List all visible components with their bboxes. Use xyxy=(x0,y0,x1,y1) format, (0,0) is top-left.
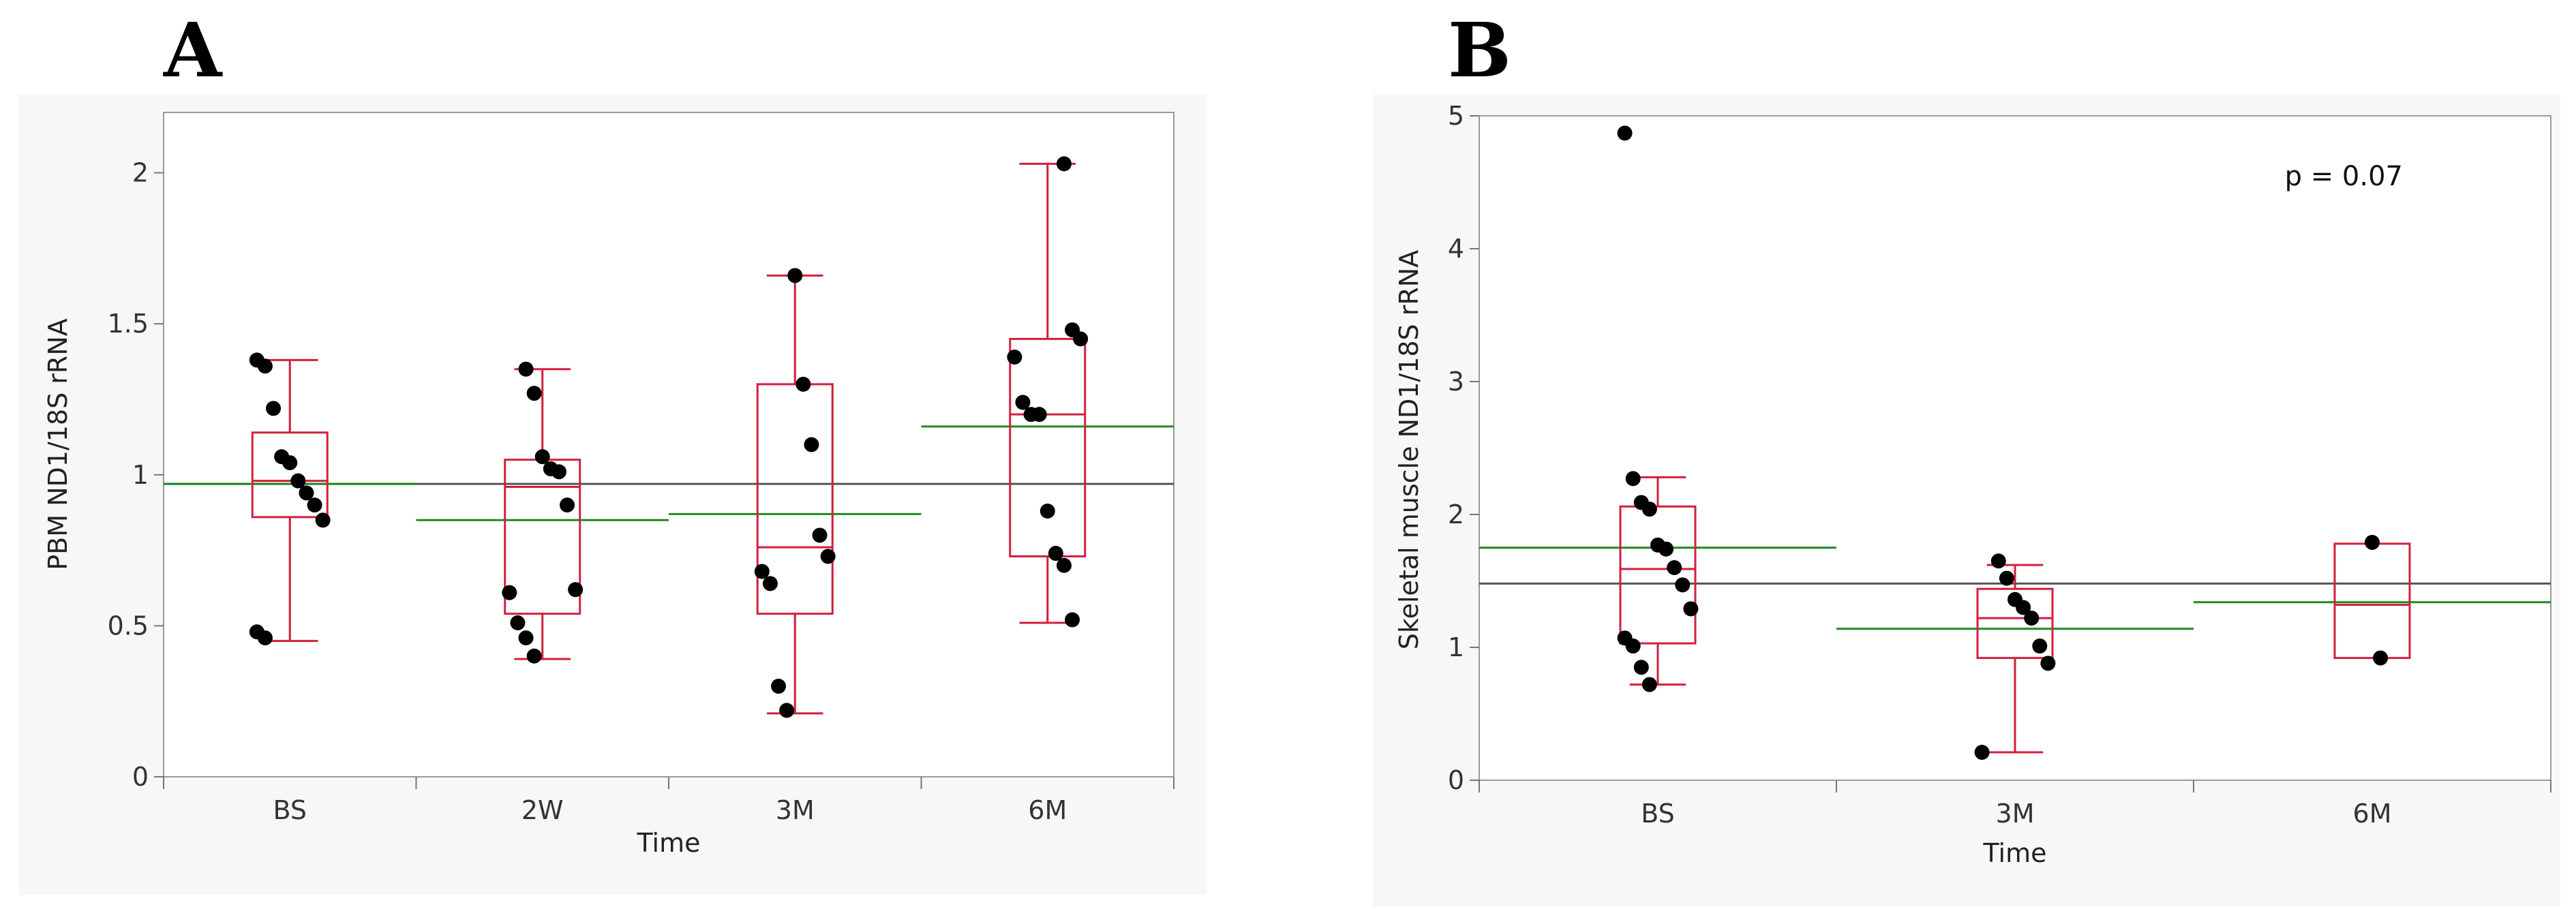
y-tick-label: 0.5 xyxy=(108,611,149,641)
panel-a-y-axis-title: PBM ND1/18S rRNA xyxy=(43,318,73,570)
panel-b-y-axis-title: Skeletal muscle ND1/18S rRNA xyxy=(1394,250,1424,649)
panel-b-label: B xyxy=(1448,6,1511,94)
data-point xyxy=(2016,600,2031,615)
p-value-annotation: p = 0.07 xyxy=(2285,161,2403,192)
y-tick-label: 5 xyxy=(1448,101,1464,131)
box xyxy=(1976,587,2054,660)
data-point xyxy=(1056,156,1072,172)
data-point xyxy=(1974,745,1990,760)
panel-b-axes: 0 1 2 3 4 5 BS 3M 6M xyxy=(1448,101,2551,829)
x-tick-label: 2W xyxy=(521,795,564,825)
data-point xyxy=(1617,125,1633,141)
data-point xyxy=(290,473,306,489)
data-point xyxy=(1667,560,1682,575)
y-tick-label: 4 xyxy=(1448,234,1464,264)
data-point xyxy=(1641,677,1657,692)
data-point xyxy=(510,615,526,630)
data-point xyxy=(771,679,787,694)
y-tick-label: 1 xyxy=(1448,632,1464,662)
data-point xyxy=(820,549,836,564)
box xyxy=(1009,337,1087,557)
box xyxy=(756,383,834,615)
data-point xyxy=(502,585,517,600)
data-point xyxy=(762,576,778,591)
data-point xyxy=(526,386,542,401)
data-point xyxy=(804,437,819,452)
x-tick-label: 3M xyxy=(1996,799,2035,829)
data-point xyxy=(560,497,575,513)
data-point xyxy=(526,648,542,664)
y-tick-label: 2 xyxy=(1448,499,1464,529)
data-point xyxy=(518,630,534,646)
data-point xyxy=(2373,650,2389,666)
data-point xyxy=(787,268,803,283)
data-point xyxy=(1073,331,1089,347)
panel-a: A 0 0.5 1 1.5 2 BS 2W 3M 6M PBM ND1/18S rRNA Tim… xyxy=(19,6,1207,895)
data-point xyxy=(315,512,331,528)
data-point xyxy=(1031,407,1047,422)
x-tick-label: 6M xyxy=(1028,795,1067,825)
box xyxy=(1619,505,1697,645)
data-point xyxy=(1683,601,1699,617)
x-tick-label: 6M xyxy=(2353,799,2392,829)
data-point xyxy=(568,582,584,598)
data-point xyxy=(1999,570,2014,586)
data-point xyxy=(518,361,534,377)
y-tick-label: 0 xyxy=(132,762,149,792)
data-point xyxy=(1625,471,1641,487)
panel-a-plot-area xyxy=(163,112,1175,777)
data-point xyxy=(282,455,298,471)
panel-a-marks xyxy=(164,156,1174,718)
data-point xyxy=(1633,660,1649,675)
data-point xyxy=(2040,656,2056,671)
y-tick-label: 2 xyxy=(132,158,149,188)
data-point xyxy=(779,703,795,718)
panel-b-marks xyxy=(1479,125,2551,760)
data-point xyxy=(307,497,322,513)
data-point xyxy=(299,485,314,501)
data-point xyxy=(795,376,811,392)
data-point xyxy=(2365,534,2380,550)
data-point xyxy=(1065,612,1080,628)
data-point xyxy=(2024,611,2040,626)
data-point xyxy=(1641,502,1657,517)
data-point xyxy=(812,527,828,543)
y-tick-label: 1.5 xyxy=(108,309,149,339)
data-point xyxy=(551,464,566,480)
data-point xyxy=(1990,553,2006,569)
data-point xyxy=(1056,557,1072,573)
x-tick-label: BS xyxy=(273,795,307,825)
data-point xyxy=(1048,546,1063,561)
data-point xyxy=(1675,577,1691,593)
box xyxy=(251,431,329,519)
x-tick-label: 3M xyxy=(776,795,815,825)
data-point xyxy=(1015,395,1031,410)
data-point xyxy=(257,630,273,646)
data-point xyxy=(534,449,550,465)
data-point xyxy=(754,564,770,579)
y-tick-label: 3 xyxy=(1448,367,1464,397)
data-point xyxy=(1007,349,1022,365)
x-tick-label: BS xyxy=(1641,799,1675,829)
y-tick-label: 1 xyxy=(132,460,149,490)
panel-a-axes: 0 0.5 1 1.5 2 BS 2W 3M 6M xyxy=(108,158,1175,825)
data-point xyxy=(1625,638,1641,654)
y-tick-label: 0 xyxy=(1448,765,1464,795)
data-point xyxy=(2032,638,2048,654)
data-point xyxy=(257,358,273,374)
data-point xyxy=(1658,541,1674,557)
panel-b-x-axis-title: Time xyxy=(1983,838,2047,868)
panel-a-x-axis-title: Time xyxy=(637,828,701,858)
panel-b: B 0 1 2 3 4 5 BS 3M 6M Skeletal muscle ND1/18S r… xyxy=(1373,6,2560,906)
panel-a-label: A xyxy=(163,6,223,94)
data-point xyxy=(266,401,282,416)
data-point xyxy=(1040,504,1055,519)
